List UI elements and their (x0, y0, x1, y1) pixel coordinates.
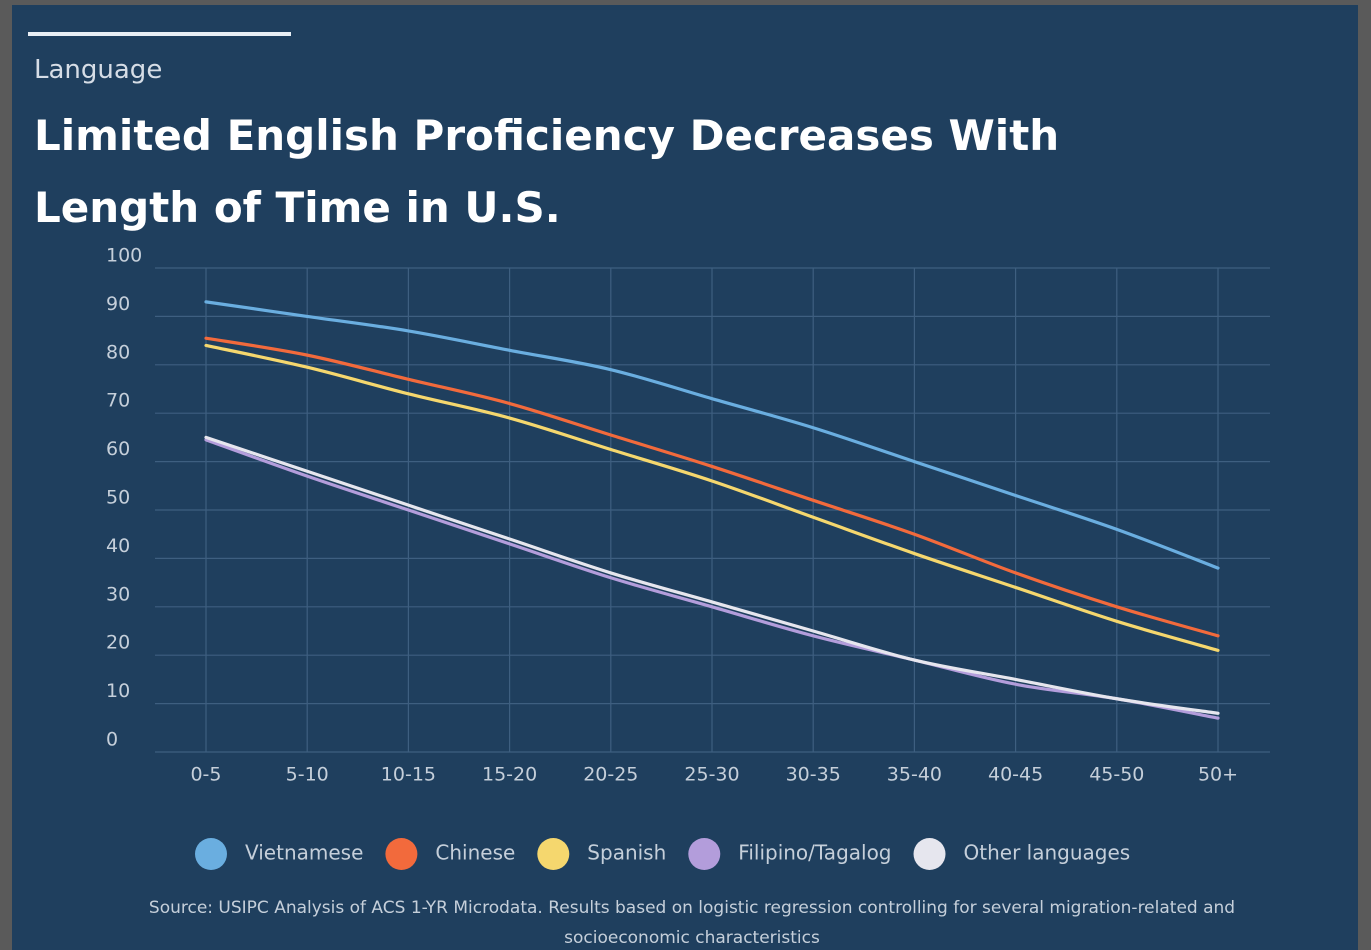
legend-label: Vietnamese (245, 841, 363, 865)
legend-swatch (195, 838, 227, 870)
x-tick-label: 25-30 (684, 764, 739, 786)
legend-swatch (688, 838, 721, 870)
y-tick-label: 10 (106, 680, 130, 702)
line-series (204, 435, 1220, 715)
y-tick-label: 80 (106, 341, 130, 363)
y-tick-label: 70 (106, 390, 130, 412)
x-tick-label: 40-45 (988, 764, 1043, 786)
y-tick-label: 0 (106, 729, 118, 751)
y-tick-label: 30 (106, 583, 130, 605)
y-tick-label: 20 (106, 632, 130, 654)
x-tick-label: 5-10 (286, 764, 329, 786)
line-series (204, 336, 1220, 638)
line-series (204, 300, 1220, 570)
x-tick-label: 45-50 (1089, 764, 1144, 786)
line-series (204, 438, 1220, 720)
legend-swatch (537, 838, 570, 870)
x-tick-label: 35-40 (887, 764, 942, 786)
x-tick-label: 10-15 (381, 764, 436, 786)
legend-label: Chinese (435, 841, 515, 865)
y-tick-label: 100 (106, 245, 142, 267)
chart-title: Limited English Proficiency Decreases Wi… (34, 111, 1060, 232)
legend-label: Other languages (964, 841, 1131, 865)
y-tick-label: 90 (106, 293, 130, 315)
x-tick-label: 15-20 (482, 764, 537, 786)
panel: Language Limited English Proficiency Dec… (12, 5, 1358, 950)
x-tick-label: 20-25 (583, 764, 638, 786)
legend-swatch (385, 838, 418, 870)
y-tick-label: 60 (106, 438, 130, 460)
x-tick-label: 30-35 (786, 764, 841, 786)
legend-swatch (913, 838, 946, 870)
legend-label: Spanish (587, 841, 666, 865)
y-tick-label: 50 (106, 487, 130, 509)
line-series (204, 343, 1220, 652)
x-tick-label: 0-5 (190, 764, 221, 786)
decorative-rule (28, 32, 291, 36)
legend-label: Filipino/Tagalog (738, 841, 891, 865)
x-tick-label: 50+ (1198, 764, 1238, 786)
source-note: Source: USIPC Analysis of ACS 1-YR Micro… (148, 898, 1236, 948)
subtitle: Language (34, 55, 163, 85)
chart: 0 10 20 30 40 50 60 70 80 90 100 0-5 5-10 10-15 15-20 2… (106, 245, 1270, 870)
y-tick-label: 40 (106, 535, 130, 557)
